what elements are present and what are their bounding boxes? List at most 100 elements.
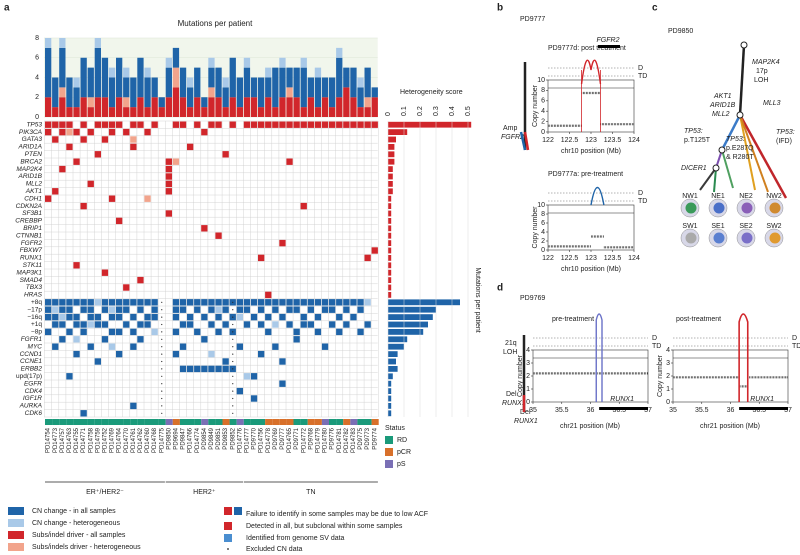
cell <box>108 299 116 306</box>
side-bar <box>388 195 392 202</box>
cell <box>52 299 59 306</box>
cell <box>236 306 243 313</box>
cell <box>116 328 123 336</box>
cell <box>364 321 371 328</box>
cell <box>179 365 187 373</box>
cell <box>329 306 336 313</box>
status-cell <box>350 419 358 425</box>
gene-label: AKT1 <box>25 188 43 195</box>
bar-segment <box>300 107 307 117</box>
cell <box>172 313 180 321</box>
gene-label: CDH1 <box>24 195 42 202</box>
tree-label: p.E287Q <box>726 145 754 152</box>
status-cell <box>343 419 351 425</box>
d-label: D <box>652 335 657 342</box>
legend-swatch <box>234 507 242 515</box>
gene-label: AURKA <box>19 403 42 410</box>
cell <box>101 299 109 306</box>
bar-segment <box>314 107 322 117</box>
bar-segment <box>52 107 59 117</box>
excluded <box>161 301 163 303</box>
td-label: TD <box>792 343 800 350</box>
status-cell <box>52 419 60 425</box>
excluded <box>232 346 234 348</box>
cell <box>137 321 144 328</box>
cell <box>59 165 66 173</box>
patient-label: PD9851 <box>216 427 222 449</box>
cell <box>66 299 73 306</box>
y-tick-label: 2 <box>526 373 530 380</box>
cell-het <box>108 343 116 350</box>
excluded <box>232 360 234 363</box>
cell <box>300 202 307 210</box>
patient-label: PD14778 <box>266 427 272 453</box>
bar-segment <box>108 107 116 117</box>
x-tick-label: 122 <box>542 137 554 144</box>
patient-label: PD14782 <box>344 427 350 453</box>
side-bar <box>388 358 396 365</box>
bar-segment <box>236 77 243 108</box>
cell <box>286 299 293 306</box>
y-tick-label: 6 <box>541 220 545 227</box>
sample: PD9769 <box>520 295 545 302</box>
y-tick-label: 2 <box>666 373 670 380</box>
y-tick-label: 3 <box>666 360 670 367</box>
gene-label: BRCA2 <box>20 158 42 165</box>
cell <box>73 321 80 328</box>
cell <box>172 121 180 128</box>
cell <box>59 336 66 343</box>
cell <box>265 328 272 336</box>
status-cell <box>222 419 230 425</box>
cell <box>215 232 222 239</box>
bar-segment <box>350 97 357 117</box>
patient-label: PD14757 <box>60 427 66 453</box>
cell <box>314 121 322 128</box>
cell <box>87 313 94 321</box>
cell <box>80 299 87 306</box>
cell <box>52 188 59 195</box>
x-label: chr21 position (Mb) <box>700 423 760 430</box>
status-cell <box>165 419 173 425</box>
cell <box>187 365 194 373</box>
cell <box>45 195 52 202</box>
patient-label: PD14758 <box>88 427 94 453</box>
cell <box>293 299 300 306</box>
side-bar <box>388 173 393 180</box>
x-tick-label: 37 <box>644 407 652 414</box>
cell-het <box>52 306 59 313</box>
cell <box>215 299 222 306</box>
region-clone <box>741 202 753 214</box>
status-cell <box>201 419 209 425</box>
bar-segment <box>286 87 293 98</box>
bar-segment <box>66 107 73 117</box>
status-title: Status <box>385 425 405 432</box>
cell <box>300 121 307 128</box>
cell <box>350 121 357 128</box>
bar-segment <box>258 77 265 108</box>
sample: PD9777 <box>520 16 545 23</box>
bar-segment <box>236 107 243 117</box>
legend-label: Subs/indels driver - heterogeneous <box>32 544 141 551</box>
cell <box>59 299 66 306</box>
status-cell <box>144 419 152 425</box>
gene-label: RUNX1 <box>20 255 42 262</box>
gene-bar <box>599 407 648 410</box>
bar-segment <box>222 87 229 108</box>
x-tick-label: 35 <box>529 407 537 414</box>
cell <box>144 128 151 136</box>
gene-label: ARID1A <box>18 144 42 151</box>
status-cell <box>364 419 372 425</box>
side-bar <box>388 255 392 261</box>
legend-swatch <box>224 534 232 542</box>
cell <box>250 299 258 306</box>
cell <box>201 365 208 373</box>
status-cell <box>80 419 88 425</box>
status-cell <box>371 419 379 425</box>
cell <box>66 143 73 151</box>
bar-segment <box>293 97 300 117</box>
patient-label: PD9849 <box>209 427 215 449</box>
amp-region <box>519 131 527 151</box>
y-tick-label: 10 <box>537 202 545 209</box>
cell <box>52 321 59 328</box>
tree-label: MLL2 <box>712 111 730 118</box>
